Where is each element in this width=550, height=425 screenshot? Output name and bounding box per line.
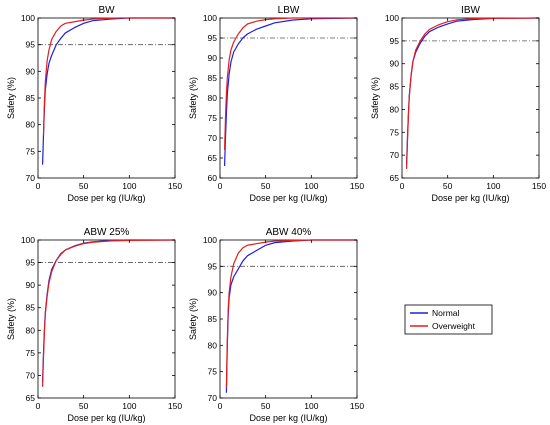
chart-title: BW — [98, 5, 115, 16]
x-tick-label: 100 — [304, 181, 318, 191]
y-tick-label: 70 — [26, 173, 36, 183]
panel-5: 0 50 100 150 70 75 80 85 90 95 100 ABW 40% Dose per … — [188, 227, 364, 423]
y-axis-label: Safety (%) — [370, 77, 380, 119]
y-tick-label: 80 — [208, 93, 218, 103]
series-line-overweight — [41, 239, 176, 387]
y-tick-label: 80 — [390, 104, 400, 114]
y-tick-label: 65 — [26, 393, 36, 403]
panel-1: 0 50 100 150 70 75 80 85 90 95 100 BW Dose per kg (I… — [6, 5, 182, 203]
y-tick-label: 95 — [26, 258, 36, 268]
panel-2: 0 50 100 150 60 65 70 75 80 85 90 95 100 LBW Dose per … — [188, 5, 364, 203]
y-tick-label: 100 — [21, 235, 35, 245]
x-axis-label: Dose per kg (IU/kg) — [249, 193, 327, 203]
y-tick-label: 90 — [390, 59, 400, 69]
y-tick-label: 80 — [26, 120, 36, 130]
x-tick-label: 50 — [261, 181, 271, 191]
x-tick-label: 100 — [304, 401, 318, 411]
y-tick-label: 95 — [390, 36, 400, 46]
x-tick-label: 0 — [36, 401, 41, 411]
y-tick-label: 75 — [390, 127, 400, 137]
chart-title: ABW 25% — [84, 227, 130, 238]
y-axis-label: Safety (%) — [188, 298, 198, 340]
x-tick-label: 100 — [486, 181, 500, 191]
y-tick-label: 70 — [390, 150, 400, 160]
series-line-overweight — [405, 17, 540, 169]
y-tick-label: 75 — [26, 348, 36, 358]
legend-label-normal: Normal — [432, 308, 460, 318]
x-tick-label: 50 — [79, 401, 89, 411]
y-tick-label: 80 — [26, 325, 36, 335]
x-tick-label: 100 — [122, 181, 136, 191]
y-tick-label: 75 — [208, 367, 218, 377]
y-tick-label: 65 — [208, 153, 218, 163]
legend-label-overweight: Overweight — [432, 321, 476, 331]
x-tick-label: 50 — [443, 181, 453, 191]
chart-title: IBW — [461, 5, 480, 16]
plot-area — [219, 17, 358, 179]
y-tick-label: 100 — [385, 13, 399, 23]
x-axis-label: Dose per kg (IU/kg) — [67, 193, 145, 203]
y-tick-label: 100 — [21, 13, 35, 23]
y-tick-label: 90 — [26, 280, 36, 290]
y-tick-label: 85 — [208, 314, 218, 324]
y-tick-label: 100 — [203, 235, 217, 245]
plot-area — [219, 239, 358, 399]
y-tick-label: 95 — [26, 40, 36, 50]
x-tick-label: 0 — [218, 181, 223, 191]
y-tick-label: 80 — [208, 340, 218, 350]
plot-area — [37, 239, 176, 399]
chart-title: ABW 40% — [266, 227, 312, 238]
y-tick-label: 65 — [390, 173, 400, 183]
x-tick-label: 150 — [532, 181, 546, 191]
y-axis-label: Safety (%) — [6, 77, 16, 119]
x-tick-label: 150 — [168, 181, 182, 191]
y-tick-label: 60 — [208, 173, 218, 183]
y-tick-label: 90 — [208, 288, 218, 298]
x-tick-label: 150 — [168, 401, 182, 411]
legend: Normal Overweight — [404, 304, 493, 335]
y-tick-label: 95 — [208, 33, 218, 43]
series-line-normal — [223, 17, 358, 167]
y-tick-label: 85 — [26, 93, 36, 103]
x-axis-label: Dose per kg (IU/kg) — [249, 413, 327, 423]
chart-title: LBW — [278, 5, 300, 16]
panels: 0 50 100 150 70 75 80 85 90 95 100 BW Dose per kg (I… — [6, 5, 546, 423]
series-line-overweight — [42, 17, 175, 136]
y-tick-label: 90 — [208, 53, 218, 63]
y-tick-label: 90 — [26, 66, 36, 76]
y-tick-label: 70 — [26, 370, 36, 380]
plot-area — [401, 17, 540, 179]
y-tick-label: 85 — [26, 303, 36, 313]
y-tick-label: 70 — [208, 133, 218, 143]
x-tick-label: 50 — [79, 181, 89, 191]
x-axis-label: Dose per kg (IU/kg) — [67, 413, 145, 423]
y-tick-label: 85 — [208, 73, 218, 83]
y-tick-label: 70 — [208, 393, 218, 403]
y-tick-label: 85 — [390, 82, 400, 92]
panel-3: 0 50 100 150 65 70 75 80 85 90 95 100 IBW Dose per kg… — [370, 5, 546, 203]
panel-4: 0 50 100 150 65 70 75 80 85 90 95 100 ABW 25% Dose pe… — [6, 227, 182, 423]
y-axis-label: Safety (%) — [6, 298, 16, 340]
y-tick-label: 95 — [208, 261, 218, 271]
x-tick-label: 0 — [218, 401, 223, 411]
series-line-overweight — [225, 239, 357, 388]
x-tick-label: 150 — [350, 181, 364, 191]
x-tick-label: 150 — [350, 401, 364, 411]
y-tick-label: 100 — [203, 13, 217, 23]
x-tick-label: 0 — [400, 181, 405, 191]
x-tick-label: 0 — [36, 181, 41, 191]
series-line-overweight — [223, 17, 357, 151]
y-axis-label: Safety (%) — [188, 77, 198, 119]
x-tick-label: 100 — [122, 401, 136, 411]
y-tick-label: 75 — [208, 113, 218, 123]
y-tick-label: 75 — [26, 146, 36, 156]
x-tick-label: 50 — [261, 401, 271, 411]
legend-box — [404, 304, 493, 335]
x-axis-label: Dose per kg (IU/kg) — [431, 193, 509, 203]
